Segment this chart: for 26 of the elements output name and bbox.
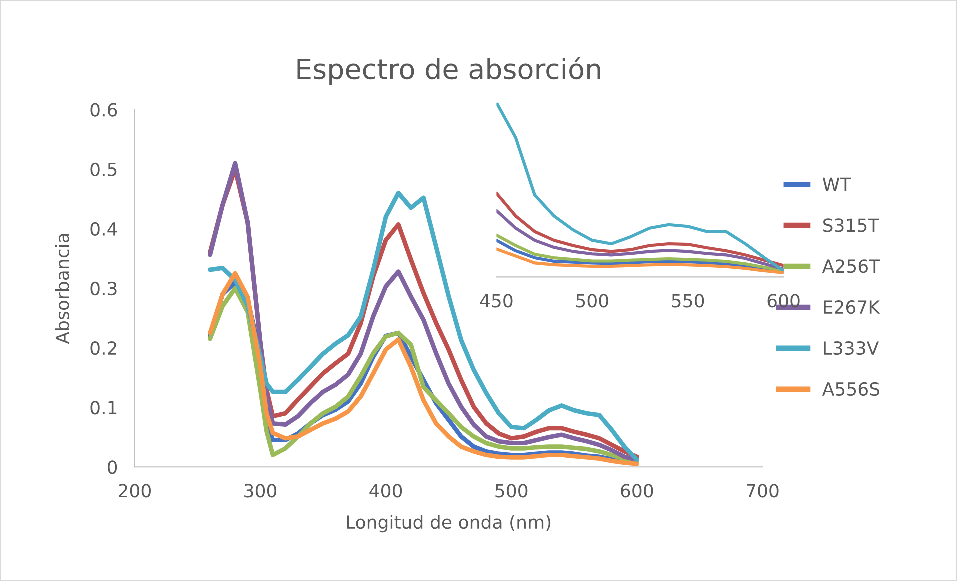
x-tick-label: 450: [480, 294, 513, 308]
y-tick-label: 0.3: [90, 282, 117, 296]
x-tick-label: 500: [576, 294, 608, 308]
y-tick-label: 0.1: [90, 401, 117, 415]
y-tick-label: 0.4: [90, 222, 118, 236]
legend-label: A256T: [822, 260, 880, 274]
legend-label: A556S: [822, 382, 880, 396]
x-tick-label: 200: [119, 484, 151, 498]
x-tick-label: 400: [370, 484, 402, 498]
x-tick-label: 500: [496, 484, 528, 498]
y-tick-label: 0.5: [90, 162, 117, 176]
y-tick-label: 0.2: [90, 341, 116, 356]
y-tick-label: 0.6: [90, 103, 118, 117]
x-tick-label: 600: [768, 294, 800, 308]
x-axis-title: Longitud de onda (nm): [347, 515, 551, 533]
legend-label: E267K: [824, 300, 880, 314]
legend-label: WT: [822, 178, 852, 192]
x-tick-label: 300: [244, 484, 277, 498]
x-tick-label: 550: [672, 294, 704, 308]
x-tick-label: 700: [746, 484, 779, 498]
x-tick-label: 600: [621, 484, 654, 498]
y-axis-title: Absorbancia: [55, 234, 70, 344]
legend-label: S315T: [824, 218, 880, 232]
legend-label: L333V: [824, 341, 880, 356]
y-tick-label: 0: [108, 460, 118, 474]
chart-title: Espectro de absorción: [298, 57, 600, 86]
